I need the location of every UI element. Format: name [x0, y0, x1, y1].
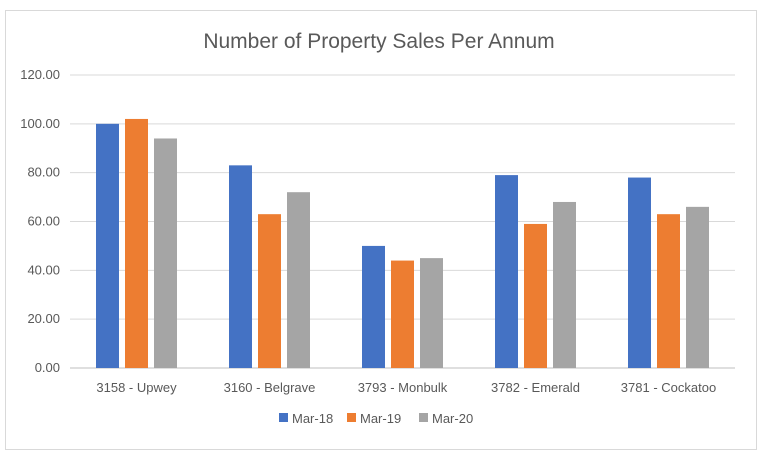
x-category-label: 3782 - Emerald [491, 380, 580, 395]
x-axis-categories: 3158 - Upwey 3160 - Belgrave 3793 - Monbul… [96, 380, 716, 395]
bar [553, 201, 576, 368]
x-category-label: 3781 - Cockatoo [621, 380, 716, 395]
legend-label: Mar-18 [292, 411, 333, 426]
legend-swatch [419, 413, 428, 422]
bar [229, 165, 252, 368]
bar [657, 214, 680, 368]
y-tick-label: 40.00 [27, 262, 60, 277]
y-tick-label: 80.00 [27, 165, 60, 180]
bar [628, 177, 651, 368]
y-tick-label: 120.00 [20, 67, 60, 82]
y-tick-label: 20.00 [27, 311, 60, 326]
bar [495, 175, 518, 368]
legend-swatch [279, 413, 288, 422]
bar [125, 118, 148, 368]
bars [96, 118, 709, 368]
bar [524, 223, 547, 368]
bar [287, 192, 310, 368]
bar [420, 258, 443, 368]
y-axis-ticks: 0.00 20.00 40.00 60.00 80.00 100.00 120.00 [20, 67, 60, 375]
bar [362, 245, 385, 368]
y-tick-label: 100.00 [20, 116, 60, 131]
legend-label: Mar-20 [432, 411, 473, 426]
chart-title: Number of Property Sales Per Annum [203, 30, 554, 53]
x-category-label: 3158 - Upwey [96, 380, 177, 395]
legend: Mar-18 Mar-19 Mar-20 [279, 411, 473, 426]
bar [391, 260, 414, 368]
x-category-label: 3793 - Monbulk [358, 380, 448, 395]
gridlines [70, 74, 735, 369]
bar [96, 123, 119, 368]
legend-label: Mar-19 [360, 411, 401, 426]
legend-swatch [347, 413, 356, 422]
bar [686, 206, 709, 368]
y-tick-label: 0.00 [35, 360, 60, 375]
x-category-label: 3160 - Belgrave [224, 380, 316, 395]
bar [154, 138, 177, 368]
bar [258, 214, 281, 368]
y-tick-label: 60.00 [27, 214, 60, 229]
